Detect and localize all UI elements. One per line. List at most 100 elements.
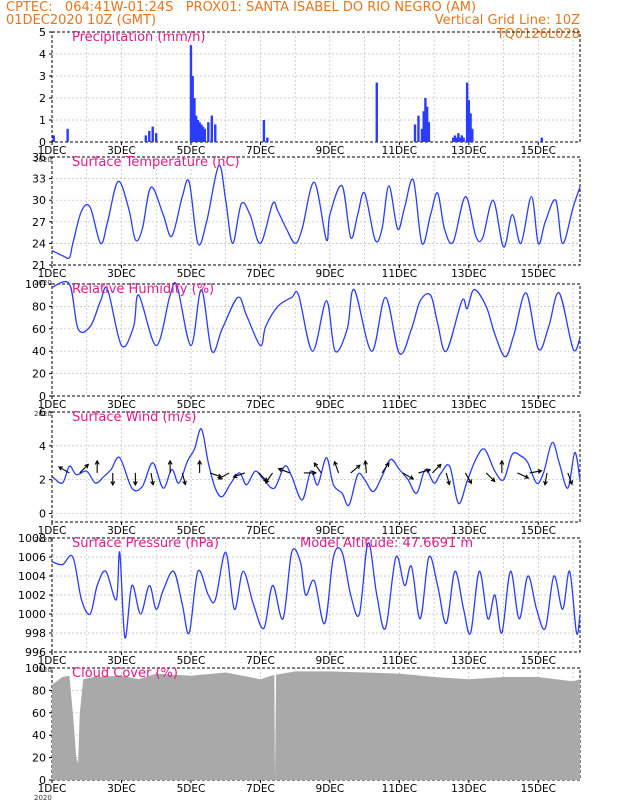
wind-arrow [278, 468, 291, 474]
wind-arrow-head [110, 481, 116, 487]
temperature-xtick-label: 13DEC [451, 268, 486, 280]
cloud-cover-xtick-label: 1DEC [38, 783, 67, 795]
wind-arrow [79, 464, 89, 474]
cloud-cover-area [52, 671, 580, 780]
wind-title: Surface Wind (m/s) [72, 410, 196, 425]
wind-arrow [418, 469, 431, 474]
wind-arrow-head [385, 462, 390, 468]
wind-arrow-head [363, 459, 368, 465]
precip-bar [457, 133, 460, 142]
wind-arrow-head [409, 475, 415, 480]
temperature-xtick-label: 3DEC [107, 268, 136, 280]
header-date: 01DEC2020 10Z (GMT) [6, 13, 157, 28]
cloud-cover-ytick-label: 20 [32, 752, 46, 765]
precip-bar [189, 45, 193, 143]
precip-bar [210, 115, 213, 142]
pressure-ytick-label: 1002 [18, 589, 46, 602]
wind-arrow [517, 472, 529, 479]
temperature-series-line [51, 164, 581, 260]
cloud-cover-ytick-label: 40 [32, 729, 46, 742]
pressure-xtick-label: 1DEC [38, 655, 67, 667]
precip-bar [471, 128, 474, 142]
precip-bar [425, 106, 429, 142]
precip-bar [460, 135, 464, 142]
wind-arrow [402, 472, 414, 480]
precipitation-ytick-label: 0 [39, 136, 46, 149]
humidity-xtick-label: 5DEC [177, 399, 206, 411]
precip-bar [196, 120, 200, 142]
precip-bar [465, 82, 469, 142]
temperature-ytick-label: 36 [32, 151, 46, 164]
temperature-xtick-label: 5DEC [177, 268, 206, 280]
pressure-ytick-label: 1006 [18, 551, 46, 564]
wind-arrow [464, 472, 472, 484]
cloud-cover-xtick-label: 13DEC [451, 783, 486, 795]
humidity-panel [49, 280, 581, 399]
precip-bar [201, 126, 205, 142]
wind-arrow-head [94, 459, 100, 465]
wind-arrow-head [232, 473, 238, 479]
wind-arrow-head [182, 480, 187, 486]
wind-ytick-label: 6 [39, 406, 46, 419]
wind-arrow [431, 464, 442, 474]
precip-bar [375, 82, 378, 142]
precip-bar [469, 113, 472, 142]
precip-bar [413, 124, 417, 142]
precip-bar [453, 135, 457, 142]
header-model-id: TQ0126L028 [496, 27, 580, 42]
wind-arrow-head [490, 477, 496, 483]
precipitation-xtick-label: 11DEC [382, 145, 417, 157]
precipitation-xtick-label: 13DEC [451, 145, 486, 157]
temperature-ytick-label: 24 [32, 237, 46, 250]
wind-xtick-label: 13DEC [451, 525, 486, 537]
wind-panel [49, 411, 581, 525]
wind-arrow [58, 466, 70, 474]
precipitation-ytick-label: 5 [39, 26, 46, 39]
wind-arrow [333, 461, 340, 474]
precip-bar [52, 135, 55, 142]
wind-arrow-head [167, 459, 173, 465]
wind-arrow-head [84, 463, 90, 469]
precip-bar [540, 137, 543, 142]
header-location: CPTEC: 064:41W-01:24S PROX01: SANTA ISAB… [6, 0, 477, 15]
precipitation-xtick-label: 5DEC [177, 145, 206, 157]
cloud-cover-xtick-label: 15DEC [521, 783, 556, 795]
cloud-cover-xtick-label: 9DEC [316, 783, 345, 795]
humidity-xtick-label: 11DEC [382, 399, 417, 411]
precip-bar [66, 128, 69, 142]
wind-arrow [209, 472, 222, 478]
temperature-ytick-label: 33 [32, 173, 46, 186]
wind-xtick-label: 9DEC [316, 525, 345, 537]
wind-series-line [51, 428, 581, 507]
precip-bar [455, 137, 458, 142]
wind-arrow [265, 472, 274, 484]
pressure-ytick-label: 1000 [18, 608, 46, 621]
wind-frame [51, 411, 581, 523]
pressure-xtick-label: 9DEC [316, 655, 345, 667]
precip-bar [420, 128, 424, 142]
pressure-ytick-label: 1008 [18, 532, 46, 545]
temperature-xtick-label: 11DEC [382, 268, 417, 280]
temperature-panel [49, 156, 581, 268]
humidity-frame [51, 283, 581, 397]
wind-arrow [567, 472, 573, 485]
precipitation-ytick-label: 2 [39, 92, 46, 105]
wind-arrow-head [426, 468, 432, 473]
wind-arrow-head [436, 463, 442, 469]
precip-bar [200, 124, 203, 142]
humidity-title: Relative Humidity (%) [72, 282, 214, 297]
wind-arrow-head [499, 459, 505, 465]
cloud-cover-xtick-label: 7DEC [246, 783, 275, 795]
humidity-xtick-label: 7DEC [246, 399, 275, 411]
humidity-ytick-label: 100 [25, 278, 46, 291]
wind-ytick-label: 4 [39, 440, 46, 453]
pressure-panel [49, 537, 581, 655]
pressure-xtick-label: 7DEC [246, 655, 275, 667]
wind-arrow-head [543, 480, 548, 486]
humidity-ytick-label: 80 [32, 300, 46, 313]
precipitation-xtick-label: 15DEC [521, 145, 556, 157]
pressure-series-line [51, 542, 581, 639]
temperature-frame [51, 156, 581, 266]
humidity-ytick-label: 60 [32, 323, 46, 336]
